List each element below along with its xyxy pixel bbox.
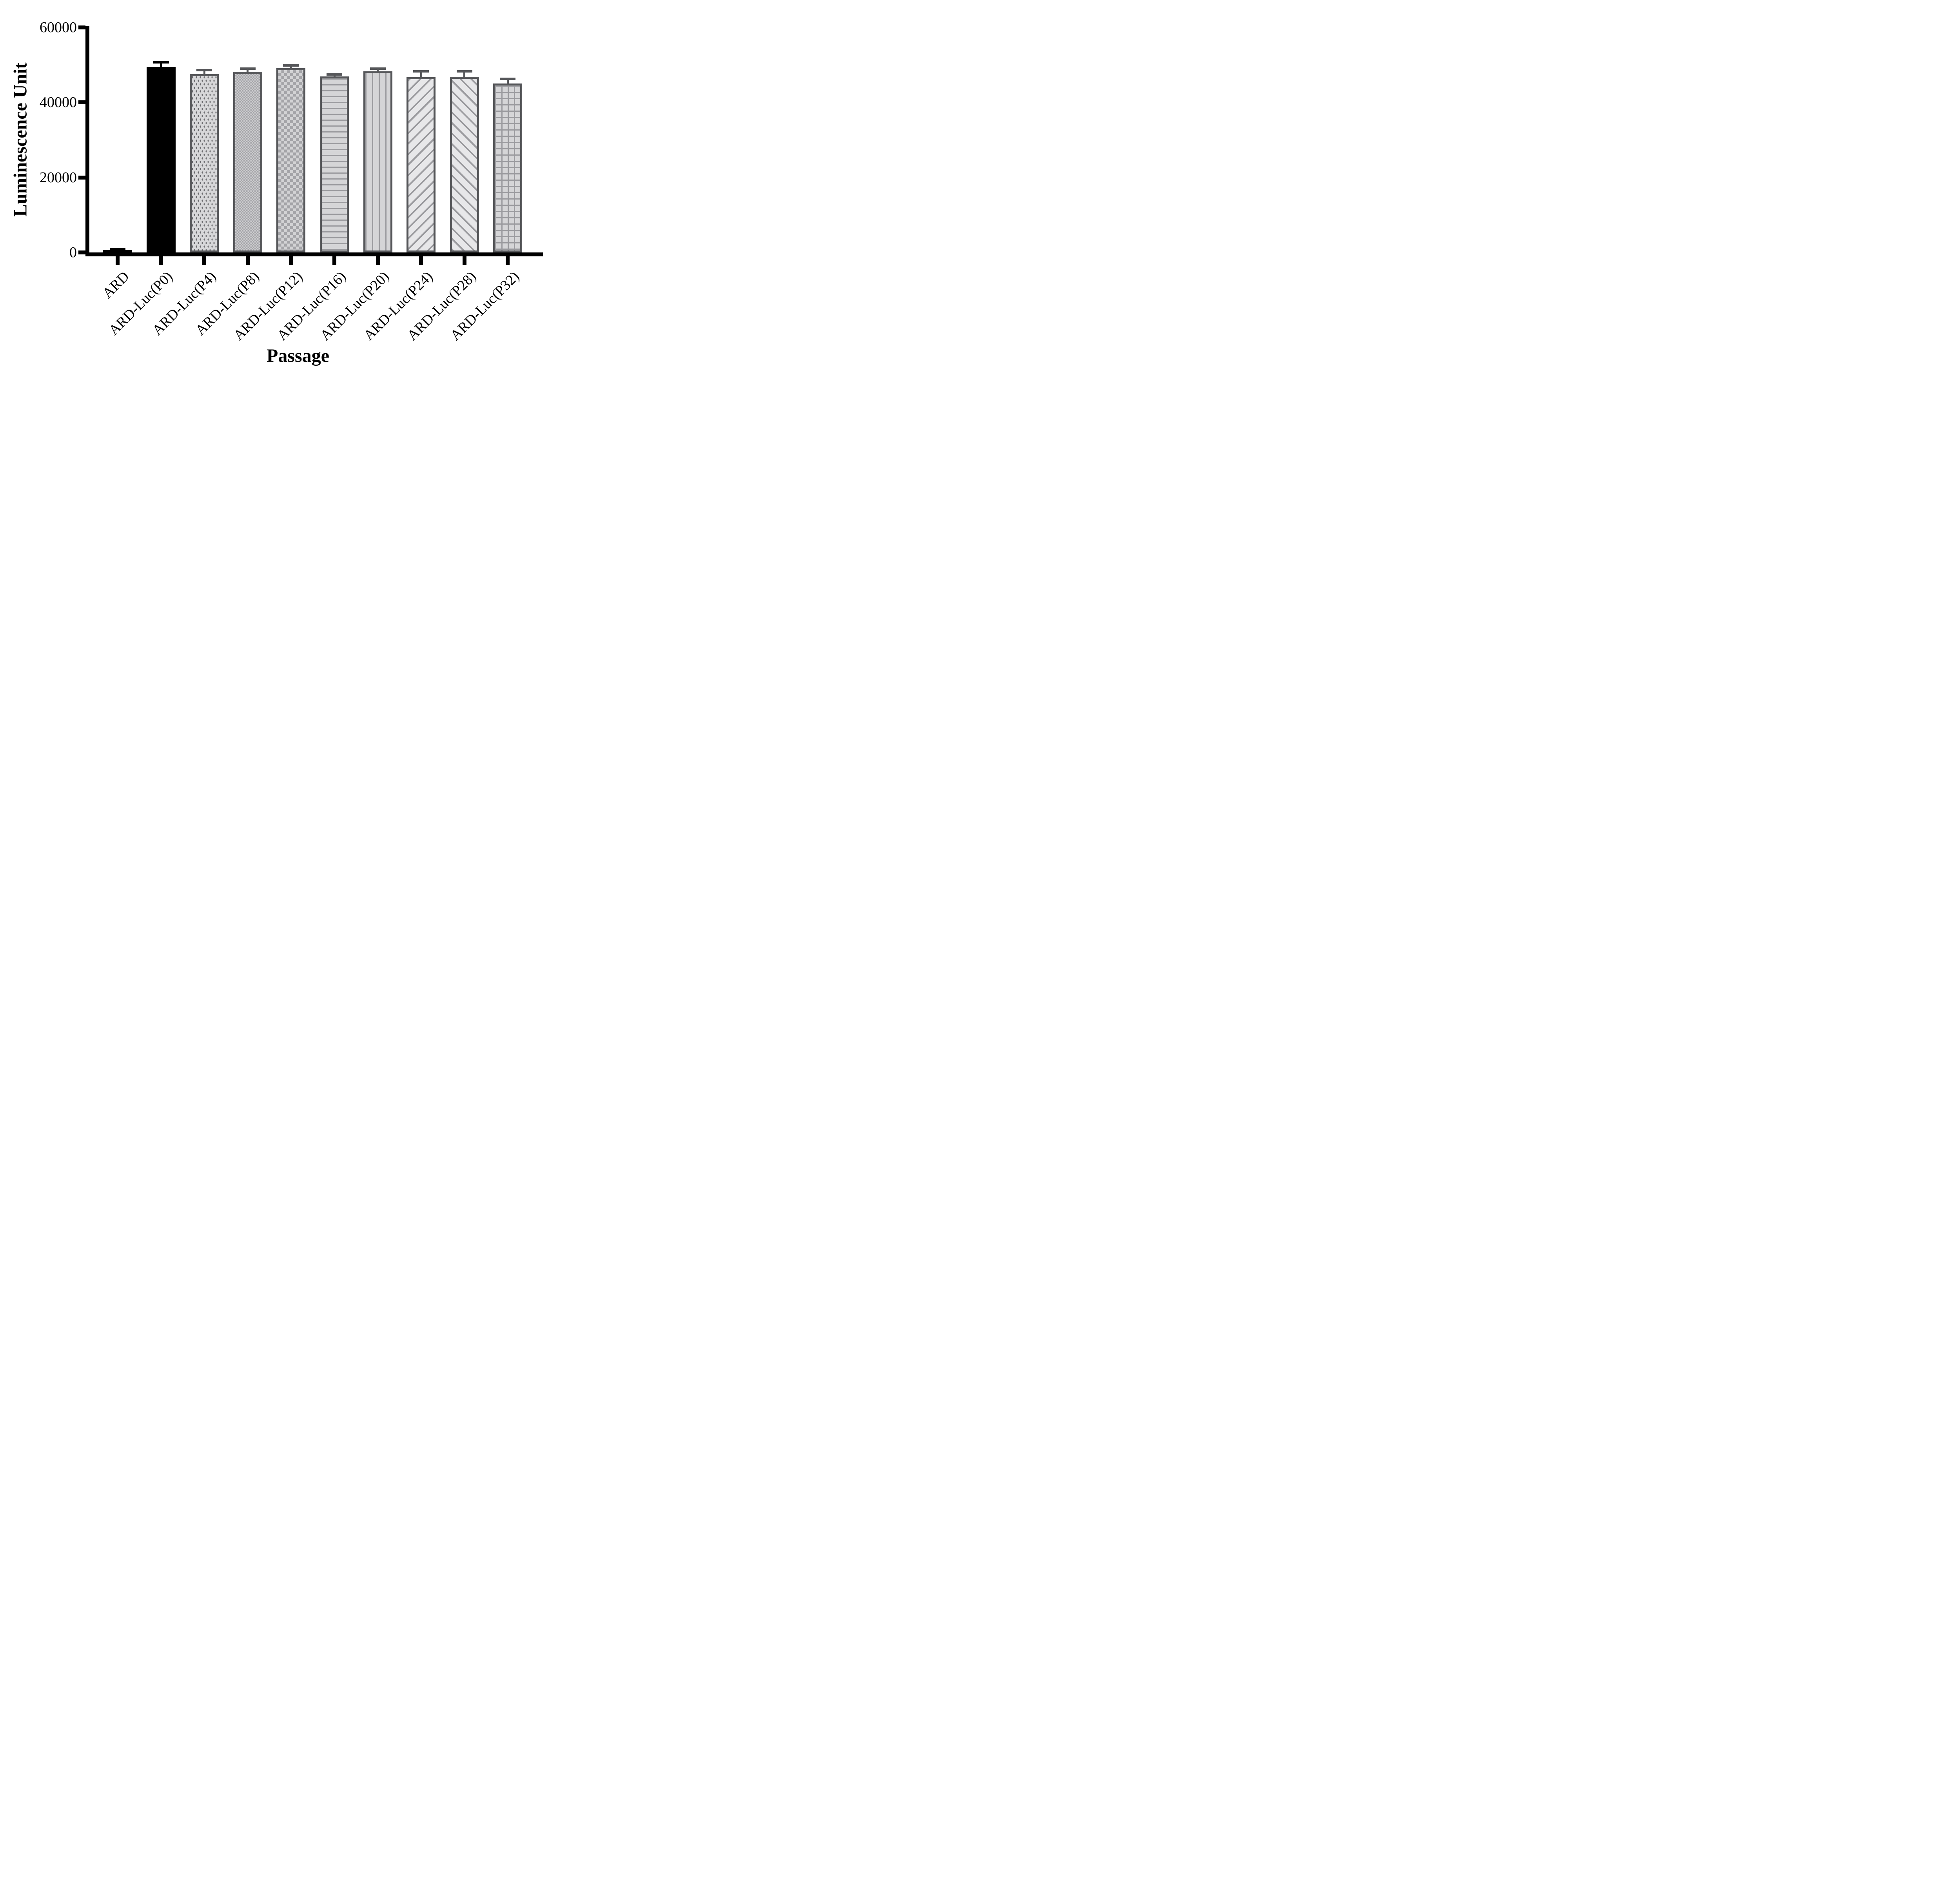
error-bar-cap-ard-luc-p4 [196, 69, 212, 72]
error-bar-cap-ard-luc-p0 [153, 61, 169, 64]
bar-ard-luc-p20 [363, 71, 392, 252]
error-bar-stem-ard-luc-p20 [377, 69, 379, 71]
x-tick-ard [116, 256, 120, 265]
y-tick-label-40000: 40000 [40, 94, 77, 111]
error-bar-cap-ard-luc-p24 [413, 70, 429, 73]
bar-ard-luc-p24 [407, 77, 436, 252]
y-axis-title: Luminescence Unit [10, 62, 31, 217]
bar-ard-luc-p12 [276, 68, 306, 252]
y-axis-line [85, 26, 89, 256]
bar-chart-figure: Luminescence Unit Passage 0 20000 40000 600… [0, 0, 554, 380]
x-tick-ard-luc-p28 [462, 256, 466, 265]
x-tick-ard-luc-p32 [506, 256, 510, 265]
bar-ard-luc-p32 [493, 83, 523, 252]
y-tick-40000 [78, 100, 85, 105]
x-tick-ard-luc-p8 [245, 256, 250, 265]
x-tick-ard-luc-p4 [202, 256, 207, 265]
error-bar-stem-ard-luc-p28 [463, 71, 466, 77]
error-bar-cap-ard-luc-p32 [500, 78, 516, 80]
error-bar-cap-ard [110, 247, 125, 250]
bar-ard-luc-p4 [190, 74, 219, 252]
y-tick-label-0: 0 [69, 244, 77, 261]
x-axis-title: Passage [267, 345, 329, 366]
y-tick-label-60000: 60000 [40, 19, 77, 36]
x-tick-ard-luc-p12 [289, 256, 293, 265]
bar-ard-luc-p16 [320, 76, 349, 252]
y-tick-20000 [78, 175, 85, 180]
bar-ard-luc-p28 [450, 77, 479, 252]
bar-ard-luc-p0 [146, 67, 176, 252]
bar-ard-luc-p8 [233, 71, 262, 252]
x-tick-ard-luc-p24 [419, 256, 423, 265]
y-tick-label-20000: 20000 [40, 169, 77, 186]
bar-ard [103, 250, 132, 252]
error-bar-stem-ard-luc-p12 [290, 65, 292, 69]
x-tick-ard-luc-p0 [159, 256, 163, 265]
error-bar-cap-ard-luc-p28 [456, 70, 472, 73]
error-bar-cap-ard-luc-p8 [240, 67, 256, 70]
error-bar-cap-ard-luc-p20 [370, 67, 386, 70]
x-label-ard: ARD [99, 268, 132, 301]
error-bar-cap-ard-luc-p16 [327, 73, 342, 76]
error-bar-stem-ard-luc-p4 [203, 71, 205, 74]
x-tick-ard-luc-p16 [332, 256, 336, 265]
error-bar-stem-ard-luc-p8 [247, 69, 249, 72]
y-tick-60000 [78, 25, 85, 29]
error-bar-cap-ard-luc-p12 [283, 64, 299, 67]
x-tick-ard-luc-p20 [376, 256, 380, 265]
error-bar-stem-ard-luc-p24 [420, 71, 422, 78]
y-tick-0 [78, 250, 85, 254]
x-axis-line [85, 252, 543, 256]
error-bar-stem-ard-luc-p32 [506, 79, 509, 83]
error-bar-stem-ard-luc-p0 [160, 62, 162, 67]
